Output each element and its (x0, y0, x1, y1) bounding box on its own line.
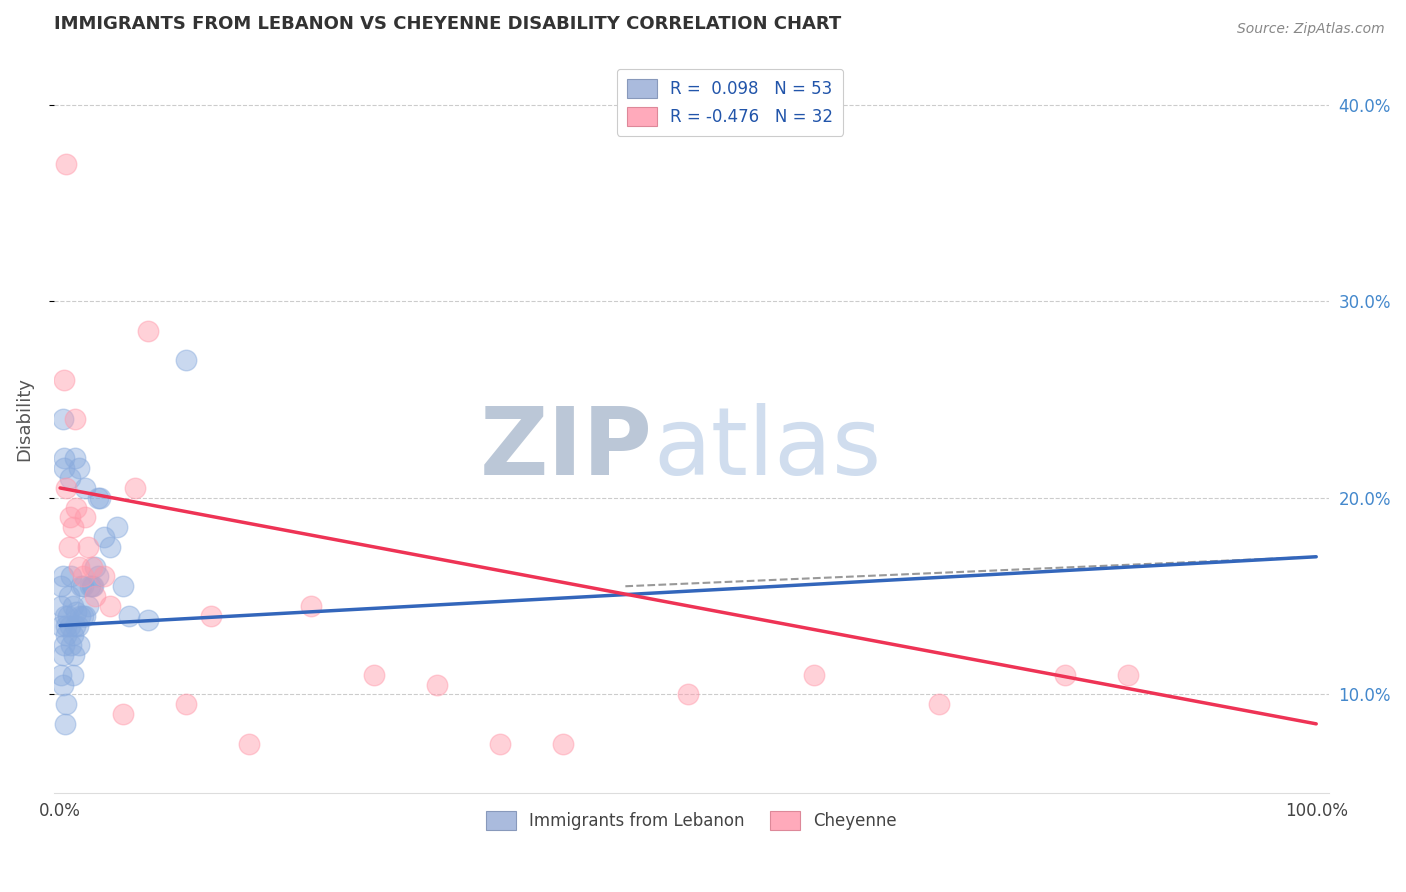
Point (676, 687, 699, 701)
Point (803, 667, 825, 681)
Point (62, 628, 84, 642)
Legend: Immigrants from Lebanon, Cheyenne: Immigrants from Lebanon, Cheyenne (479, 804, 904, 837)
Point (60, 638, 83, 652)
Point (200, 608, 222, 623)
Text: ZIP: ZIP (481, 403, 652, 495)
Point (551, 737, 574, 751)
Point (55, 481, 77, 495)
Point (55, 156, 77, 170)
Point (80, 559, 103, 574)
Point (87, 491, 110, 505)
Point (72, 608, 94, 623)
Y-axis label: Disability: Disability (15, 377, 32, 461)
Point (80, 579, 103, 593)
Point (59, 618, 82, 632)
Point (63, 451, 86, 466)
Point (67, 461, 90, 475)
Point (75, 481, 97, 495)
Point (65, 605, 87, 619)
Point (56, 608, 79, 623)
Point (76, 599, 98, 613)
Text: atlas: atlas (652, 403, 882, 495)
Point (238, 737, 260, 751)
Point (79, 579, 101, 593)
Point (89, 491, 111, 505)
Point (299, 599, 322, 613)
Point (93, 530, 115, 544)
Text: IMMIGRANTS FROM LEBANON VS CHEYENNE DISABILITY CORRELATION CHART: IMMIGRANTS FROM LEBANON VS CHEYENNE DISA… (53, 15, 841, 33)
Point (75, 510, 97, 524)
Point (51, 618, 73, 632)
Text: Source: ZipAtlas.com: Source: ZipAtlas.com (1237, 22, 1385, 37)
Point (52, 461, 75, 475)
Point (928, 697, 950, 711)
Point (136, 613, 159, 627)
Point (60, 569, 83, 583)
Point (1053, 667, 1076, 681)
Point (51, 667, 73, 681)
Point (53, 608, 76, 623)
Point (105, 520, 128, 534)
Point (124, 481, 146, 495)
Point (488, 737, 510, 751)
Point (136, 324, 159, 338)
Point (111, 579, 134, 593)
Point (67, 559, 90, 574)
Point (1116, 667, 1139, 681)
Point (174, 353, 197, 368)
Point (118, 608, 141, 623)
Point (111, 706, 134, 721)
Point (51, 579, 73, 593)
Point (52, 648, 75, 662)
Point (93, 569, 115, 583)
Point (52, 412, 75, 426)
Point (65, 500, 87, 515)
Point (426, 677, 449, 691)
Point (98, 540, 121, 554)
Point (55, 697, 77, 711)
Point (58, 589, 80, 603)
Point (52, 373, 75, 387)
Point (363, 667, 385, 681)
Point (58, 540, 80, 554)
Point (52, 638, 75, 652)
Point (55, 628, 77, 642)
Point (70, 579, 93, 593)
Point (72, 569, 94, 583)
Point (75, 608, 97, 623)
Point (59, 510, 82, 524)
Point (55, 618, 77, 632)
Point (52, 677, 75, 691)
Point (174, 697, 197, 711)
Point (69, 608, 91, 623)
Point (62, 667, 84, 681)
Point (59, 471, 82, 485)
Point (63, 412, 86, 426)
Point (52, 569, 75, 583)
Point (84, 589, 107, 603)
Point (53, 716, 76, 731)
Point (82, 579, 104, 593)
Point (67, 638, 90, 652)
Point (76, 540, 98, 554)
Point (87, 569, 110, 583)
Point (66, 618, 89, 632)
Point (98, 599, 121, 613)
Point (72, 579, 94, 593)
Point (51, 599, 73, 613)
Point (63, 648, 86, 662)
Point (63, 618, 86, 632)
Point (62, 520, 84, 534)
Point (52, 451, 75, 466)
Point (62, 599, 84, 613)
Point (84, 559, 107, 574)
